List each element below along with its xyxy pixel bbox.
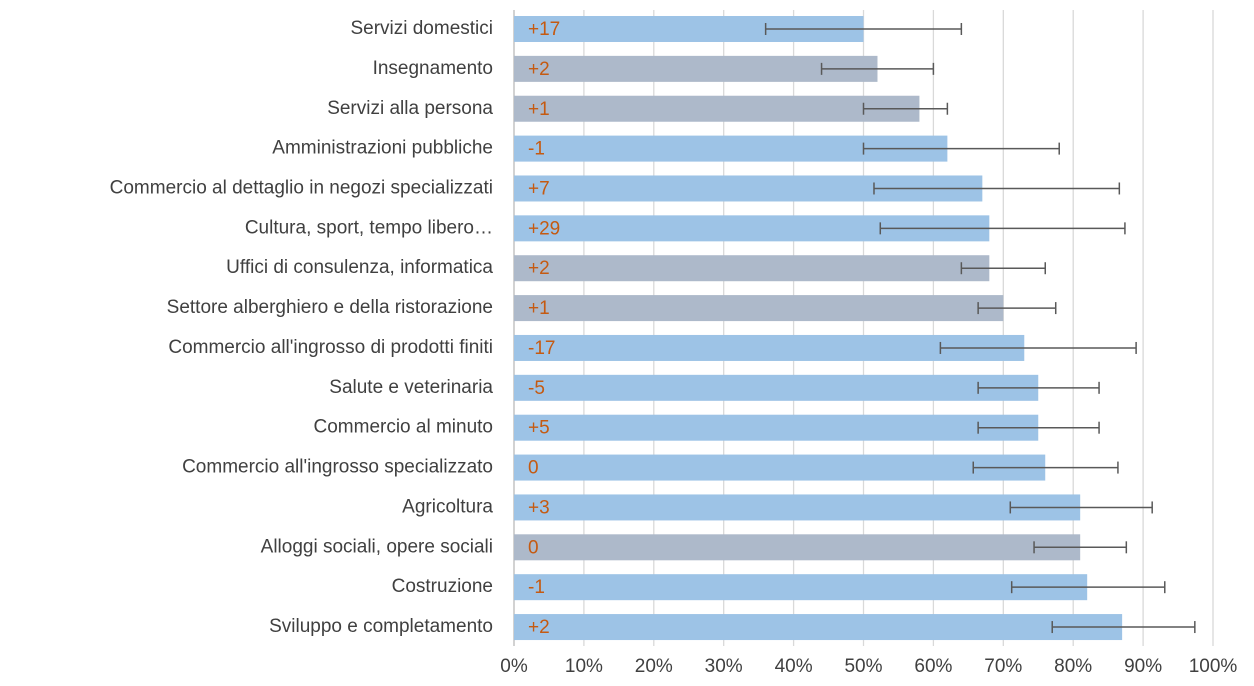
y-tick-label: Servizi domestici <box>350 18 493 39</box>
y-tick-label: Salute e veterinaria <box>329 377 493 398</box>
y-tick-label: Alloggi sociali, opere sociali <box>261 536 493 557</box>
bar <box>514 454 1046 481</box>
x-tick-label: 20% <box>635 656 673 677</box>
y-tick-label: Cultura, sport, tempo libero… <box>245 217 493 238</box>
bar <box>514 374 1039 401</box>
x-tick-label: 100% <box>1189 656 1238 677</box>
x-tick-label: 50% <box>844 656 882 677</box>
data-label: +29 <box>528 218 560 239</box>
bar <box>514 574 1088 601</box>
bar <box>514 95 920 122</box>
data-label: +2 <box>528 617 550 638</box>
bar <box>514 494 1081 521</box>
data-label: -5 <box>528 378 545 399</box>
y-tick-label: Agricoltura <box>402 496 493 517</box>
x-tick-label: 10% <box>565 656 603 677</box>
bar <box>514 334 1025 361</box>
x-tick-label: 0% <box>500 656 528 677</box>
data-label: -17 <box>528 338 555 359</box>
x-tick-label: 40% <box>775 656 813 677</box>
bar <box>514 255 990 282</box>
y-tick-label: Servizi alla persona <box>327 98 493 119</box>
bar <box>514 534 1081 561</box>
data-label: +1 <box>528 99 550 120</box>
x-tick-label: 70% <box>984 656 1022 677</box>
data-label: +17 <box>528 19 560 40</box>
y-tick-label: Sviluppo e completamento <box>269 616 493 637</box>
bar <box>514 414 1039 441</box>
y-tick-label: Commercio all'ingrosso specializzato <box>182 457 493 478</box>
data-label: +1 <box>528 298 550 319</box>
data-label: +3 <box>528 497 550 518</box>
y-tick-label: Settore alberghiero e della ristorazione <box>167 297 493 318</box>
bar <box>514 614 1123 641</box>
data-label: 0 <box>528 537 539 558</box>
x-tick-label: 90% <box>1124 656 1162 677</box>
y-tick-label: Commercio all'ingrosso di prodotti finit… <box>168 337 493 358</box>
data-label: +2 <box>528 59 550 80</box>
data-label: +2 <box>528 258 550 279</box>
x-tick-label: 80% <box>1054 656 1092 677</box>
data-label: -1 <box>528 577 545 598</box>
y-tick-label: Commercio al minuto <box>314 417 494 438</box>
bar <box>514 55 878 82</box>
x-tick-label: 30% <box>705 656 743 677</box>
y-tick-label: Costruzione <box>392 576 493 597</box>
y-tick-label: Uffici di consulenza, informatica <box>226 257 493 278</box>
bar <box>514 295 1004 322</box>
data-label: +7 <box>528 178 550 199</box>
y-tick-label: Commercio al dettaglio in negozi special… <box>110 177 493 198</box>
x-tick-label: 60% <box>914 656 952 677</box>
y-tick-label: Amministrazioni pubbliche <box>272 138 493 159</box>
data-label: +5 <box>528 418 550 439</box>
data-label: -1 <box>528 139 545 160</box>
y-tick-label: Insegnamento <box>373 58 493 79</box>
data-label: 0 <box>528 458 539 479</box>
